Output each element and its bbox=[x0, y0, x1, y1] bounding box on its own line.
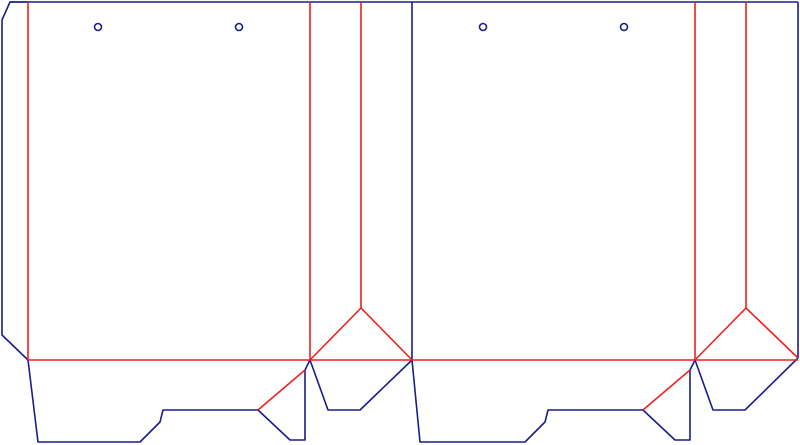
flap-fold bbox=[642, 369, 691, 411]
handle-hole bbox=[478, 22, 488, 32]
flap-fold bbox=[257, 369, 306, 411]
gusset-fold bbox=[694, 306, 799, 361]
bottom-flap-gusset bbox=[694, 357, 799, 411]
handle-hole bbox=[93, 22, 103, 32]
bottom-flap-front bbox=[27, 359, 311, 443]
handle-hole bbox=[234, 22, 244, 32]
gusset-fold bbox=[309, 306, 413, 361]
glue-flap bbox=[1, 1, 29, 361]
bottom-flap-back bbox=[411, 359, 696, 443]
bottom-flap-gusset bbox=[309, 359, 413, 411]
handle-hole bbox=[619, 22, 629, 32]
